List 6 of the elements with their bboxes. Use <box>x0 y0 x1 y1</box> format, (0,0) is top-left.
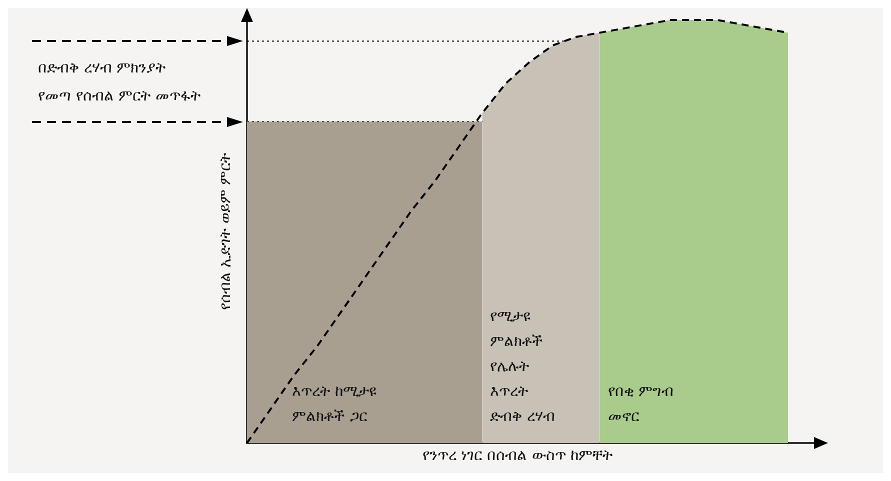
annotation: የበቂ ምግብ መኖር <box>608 382 674 425</box>
y-axis-title: የሰብል ኢድገት ወይም ምርት <box>216 152 234 310</box>
x-axis-title: የንጥረ ነገር በሰብል ውስጥ ከምቸት <box>422 446 613 465</box>
text: በድብቅ ረሃብ ምክንያት የመጣ የሰብል ምርት መጥፋት <box>38 58 200 104</box>
annotation: እጥረት ከሚታዩ ምልክቶች ጋር <box>292 382 377 426</box>
annotation: የሚታዩ ምልክቶች የሌሉት እጥረት ድብቅ ረሃብ <box>490 307 555 425</box>
